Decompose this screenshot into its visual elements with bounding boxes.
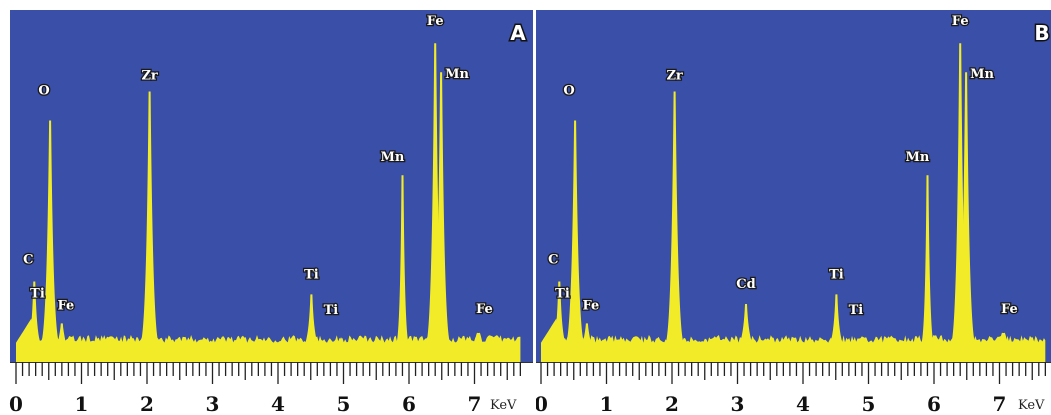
peak-label-ti: Ti bbox=[555, 286, 570, 301]
spectrum-baseline bbox=[541, 318, 1046, 362]
peak-label-ti: Ti bbox=[324, 303, 339, 318]
peak-fe bbox=[57, 323, 66, 343]
peak-label-fe: Fe bbox=[476, 302, 493, 317]
panel-label: A bbox=[510, 21, 526, 45]
tick-label-3: 3 bbox=[731, 392, 745, 415]
tick-label-4: 4 bbox=[271, 392, 285, 415]
panel-label: B bbox=[1034, 21, 1049, 45]
eds-panel-a: C O Ti Fe Zr Ti Ti Mn Fe Mn Fe A 0 1 2 3 4 5 6 7 KeV bbox=[9, 10, 533, 415]
peak-mn bbox=[957, 72, 976, 343]
panel-separator bbox=[533, 0, 536, 415]
peak-mn bbox=[921, 175, 934, 343]
peak-label-mn: Mn bbox=[970, 67, 994, 82]
tick-label-0: 0 bbox=[9, 392, 23, 415]
peak-label-o: O bbox=[38, 84, 49, 99]
eds-panel-b: C O Ti Fe Zr Cd Ti Ti Mn Fe Mn Fe B 0 1 2 3 4 5 6 7 KeV bbox=[534, 10, 1051, 415]
peak-o bbox=[41, 120, 60, 343]
tick-label-5: 5 bbox=[862, 392, 876, 415]
minor-ticks bbox=[15, 362, 521, 384]
x-axis-unit: KeV bbox=[490, 398, 517, 413]
peak-label-fe: Fe bbox=[57, 298, 74, 313]
minor-ticks bbox=[540, 362, 1046, 384]
tick-label-2: 2 bbox=[140, 392, 154, 415]
peak-label-fe: Fe bbox=[582, 298, 599, 313]
peak-ti bbox=[859, 337, 868, 346]
peak-label-zr: Zr bbox=[141, 69, 157, 84]
peak-label-fe: Fe bbox=[427, 14, 444, 29]
tick-label-6: 6 bbox=[927, 392, 941, 415]
peak-fe bbox=[951, 43, 970, 343]
peak-ti bbox=[305, 294, 318, 343]
peak-mn bbox=[396, 175, 409, 343]
peak-fe bbox=[999, 332, 1008, 343]
peak-label-ti: Ti bbox=[829, 267, 844, 282]
tick-label-4: 4 bbox=[796, 392, 810, 415]
peak-label-ti: Ti bbox=[30, 286, 45, 301]
ruler-background bbox=[536, 362, 1051, 415]
tick-label-0: 0 bbox=[534, 392, 548, 415]
peak-fe bbox=[426, 43, 445, 343]
peak-ti bbox=[830, 294, 843, 343]
peak-label-o: O bbox=[563, 84, 574, 99]
plot-background bbox=[10, 10, 533, 362]
x-axis-unit: KeV bbox=[1018, 398, 1045, 413]
peak-zr bbox=[140, 91, 159, 343]
peak-cd bbox=[740, 304, 752, 343]
peak-ti bbox=[41, 323, 50, 343]
peak-o bbox=[566, 120, 585, 343]
peak-label-ti: Ti bbox=[849, 303, 864, 318]
peak-label-c: C bbox=[23, 253, 33, 268]
peak-label-fe: Fe bbox=[952, 14, 969, 29]
peak-label-c: C bbox=[548, 253, 558, 268]
tick-label-3: 3 bbox=[206, 392, 220, 415]
peak-label-zr: Zr bbox=[666, 69, 682, 84]
peak-c bbox=[553, 281, 566, 343]
peak-c bbox=[28, 281, 41, 343]
peak-zr bbox=[665, 91, 684, 343]
tick-label-1: 1 bbox=[75, 392, 89, 415]
peak-label-cd: Cd bbox=[736, 277, 755, 292]
tick-label-6: 6 bbox=[402, 392, 416, 415]
tick-label-2: 2 bbox=[665, 392, 679, 415]
spectrum-baseline bbox=[16, 318, 521, 362]
peak-label-mn: Mn bbox=[445, 67, 469, 82]
minor-bump bbox=[629, 336, 642, 343]
peak-ti bbox=[334, 337, 343, 346]
peak-fe bbox=[474, 332, 483, 343]
peak-ti bbox=[566, 323, 575, 343]
tick-label-1: 1 bbox=[600, 392, 614, 415]
peak-mn bbox=[432, 72, 451, 343]
peak-label-fe: Fe bbox=[1001, 302, 1018, 317]
peak-label-ti: Ti bbox=[304, 267, 319, 282]
tick-label-5: 5 bbox=[337, 392, 351, 415]
plot-background bbox=[536, 10, 1051, 362]
peak-label-mn: Mn bbox=[906, 150, 930, 165]
tick-label-7: 7 bbox=[468, 392, 482, 415]
peak-fe bbox=[582, 323, 591, 343]
peak-label-mn: Mn bbox=[381, 150, 405, 165]
tick-label-7: 7 bbox=[993, 392, 1007, 415]
minor-bump bbox=[104, 336, 117, 343]
